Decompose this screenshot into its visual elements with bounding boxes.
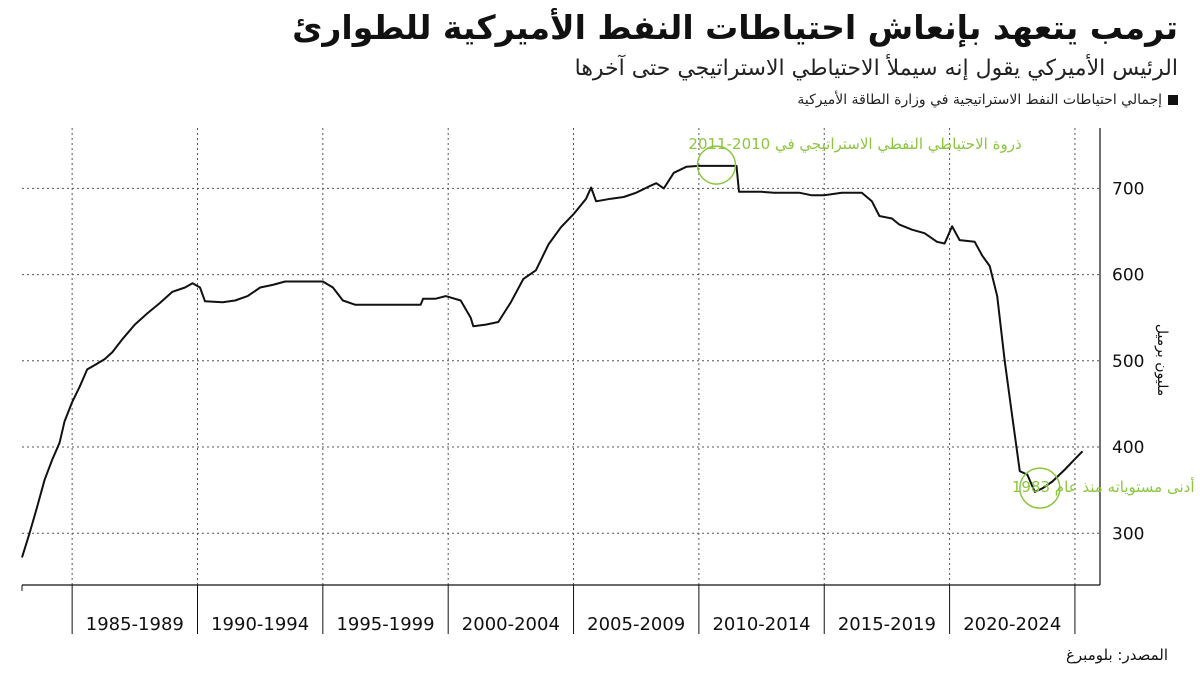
source-note: المصدر: بلومبرغ xyxy=(1065,646,1168,664)
x-category-label: 2020-2024 xyxy=(963,614,1061,635)
x-category-label: 1990-1994 xyxy=(211,614,309,635)
chart-title: ترمب يتعهد بإنعاش احتياطات النفط الأميرك… xyxy=(292,8,1178,47)
y-tick-label: 500 xyxy=(1112,352,1144,372)
y-tick-label: 600 xyxy=(1112,266,1144,286)
low-highlight-circle xyxy=(1019,467,1061,509)
x-category-label: 2005-2009 xyxy=(587,614,685,635)
y-tick-label: 400 xyxy=(1112,438,1144,458)
chart-subtitle: الرئيس الأميركي يقول إنه سيملأ الاحتياطي… xyxy=(574,56,1178,81)
x-category-label: 1985-1989 xyxy=(86,614,184,635)
x-category-label: 2010-2014 xyxy=(712,614,810,635)
legend-swatch xyxy=(1168,95,1178,105)
legend-label: إجمالي احتياطات النفط الاستراتيجية في وز… xyxy=(797,92,1162,108)
y-axis-label: مليون برميل xyxy=(1154,324,1170,396)
y-tick-label: 700 xyxy=(1112,179,1144,199)
legend: إجمالي احتياطات النفط الاستراتيجية في وز… xyxy=(797,92,1178,108)
x-category-label: 2000-2004 xyxy=(462,614,560,635)
x-category-label: 2015-2019 xyxy=(838,614,936,635)
series-line xyxy=(21,164,1084,558)
low-annotation: المخزون ينخفض إلى أدنى مستوياته منذ عام … xyxy=(1012,477,1200,496)
y-tick-label: 300 xyxy=(1112,524,1144,544)
x-category-label: 1995-1999 xyxy=(336,614,434,635)
peak-highlight-circle xyxy=(696,145,737,185)
peak-annotation: ذروة الاحتياطي النفطي الاستراتيجي في 201… xyxy=(688,135,1021,154)
